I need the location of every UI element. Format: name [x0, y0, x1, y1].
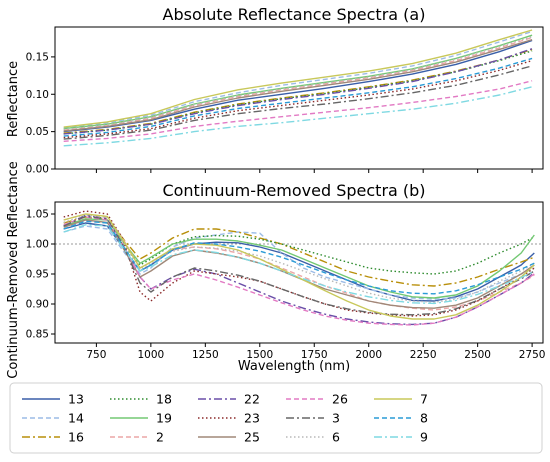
legend-label-13: 13 [68, 392, 84, 407]
y-tick-label: 0.15 [26, 51, 49, 63]
series-line-23 [63, 59, 533, 139]
axes-frame [54, 26, 544, 170]
y-tick-label: 0.90 [26, 299, 49, 311]
plot-area-a: 0.00 0.05 0.10 0.15 [26, 26, 544, 176]
series-line-14 [63, 30, 533, 129]
x-tick-label: 2750 [519, 349, 546, 361]
series-line-3 [63, 215, 535, 316]
x-tick-label: 2250 [410, 349, 437, 361]
y-tick-label: 1.05 [26, 209, 49, 221]
x-tick-label: 2500 [464, 349, 491, 361]
series-line-7 [63, 29, 533, 128]
series-line-8 [63, 220, 535, 295]
series-line-25 [63, 39, 533, 132]
series-line-22 [63, 48, 533, 135]
legend-label-3: 3 [332, 411, 340, 426]
series-line-26 [63, 80, 533, 142]
series-line-26 [63, 216, 535, 326]
legend-frame [9, 382, 543, 454]
y-tick-label: 1.00 [26, 239, 49, 251]
x-tick-label: 1500 [246, 349, 273, 361]
x-tick-label: 2000 [355, 349, 382, 361]
chart-title-b: Continuum-Removed Spectra (b) [162, 181, 425, 200]
panel-continuum-removed: Continuum-Removed Spectra (b) Continuum-… [6, 161, 545, 378]
series-line-9 [63, 86, 533, 147]
legend-label-8: 8 [420, 411, 428, 426]
series-line-16 [63, 216, 535, 287]
x-tick-label: 750 [86, 349, 106, 361]
y-tick-label: 0.85 [26, 329, 49, 341]
chart-title-a: Absolute Reflectance Spectra (a) [163, 5, 426, 24]
series-line-22 [63, 214, 535, 326]
legend-label-6: 6 [332, 430, 340, 445]
legend-label-23: 23 [244, 411, 260, 426]
legend-label-14: 14 [68, 411, 84, 426]
y-tick-label: 0.00 [26, 164, 49, 176]
legend-label-25: 25 [244, 430, 260, 445]
series-line-8 [63, 57, 533, 137]
y-tick-label: 0.10 [26, 89, 49, 101]
legend-label-2: 2 [156, 430, 164, 445]
x-tick-label: 1250 [192, 349, 219, 361]
legend-label-18: 18 [156, 392, 172, 407]
panel-absolute-reflectance: Absolute Reflectance Spectra (a) Reflect… [6, 5, 544, 176]
y-axis-label-a: Reflectance [6, 61, 21, 137]
legend-label-19: 19 [156, 411, 172, 426]
series-line-9 [63, 224, 535, 305]
x-axis-label-b: Wavelength (nm) [238, 359, 350, 374]
plot-area-b: 0.85 0.90 0.95 1.00 1.05 750 1000 1250 1500 1750 2… [26, 201, 546, 361]
series-line-18 [63, 219, 535, 275]
legend-label-16: 16 [68, 430, 84, 445]
series-line-23 [63, 210, 535, 317]
series-line-19 [63, 218, 535, 299]
y-tick-label: 0.05 [26, 126, 49, 138]
legend-label-9: 9 [420, 430, 428, 445]
y-tick-label: 0.95 [26, 269, 49, 281]
legend-label-26: 26 [332, 392, 348, 407]
axes-frame [54, 201, 544, 344]
x-tick-label: 1750 [301, 349, 328, 361]
x-tick-label: 1000 [137, 349, 164, 361]
series-line-3 [63, 65, 533, 140]
series-line-6 [63, 36, 533, 131]
series-line-2 [63, 36, 533, 131]
legend-label-22: 22 [244, 392, 260, 407]
y-axis-label-b: Continuum-Removed Reflectance [6, 161, 21, 378]
legend-label-7: 7 [420, 392, 428, 407]
